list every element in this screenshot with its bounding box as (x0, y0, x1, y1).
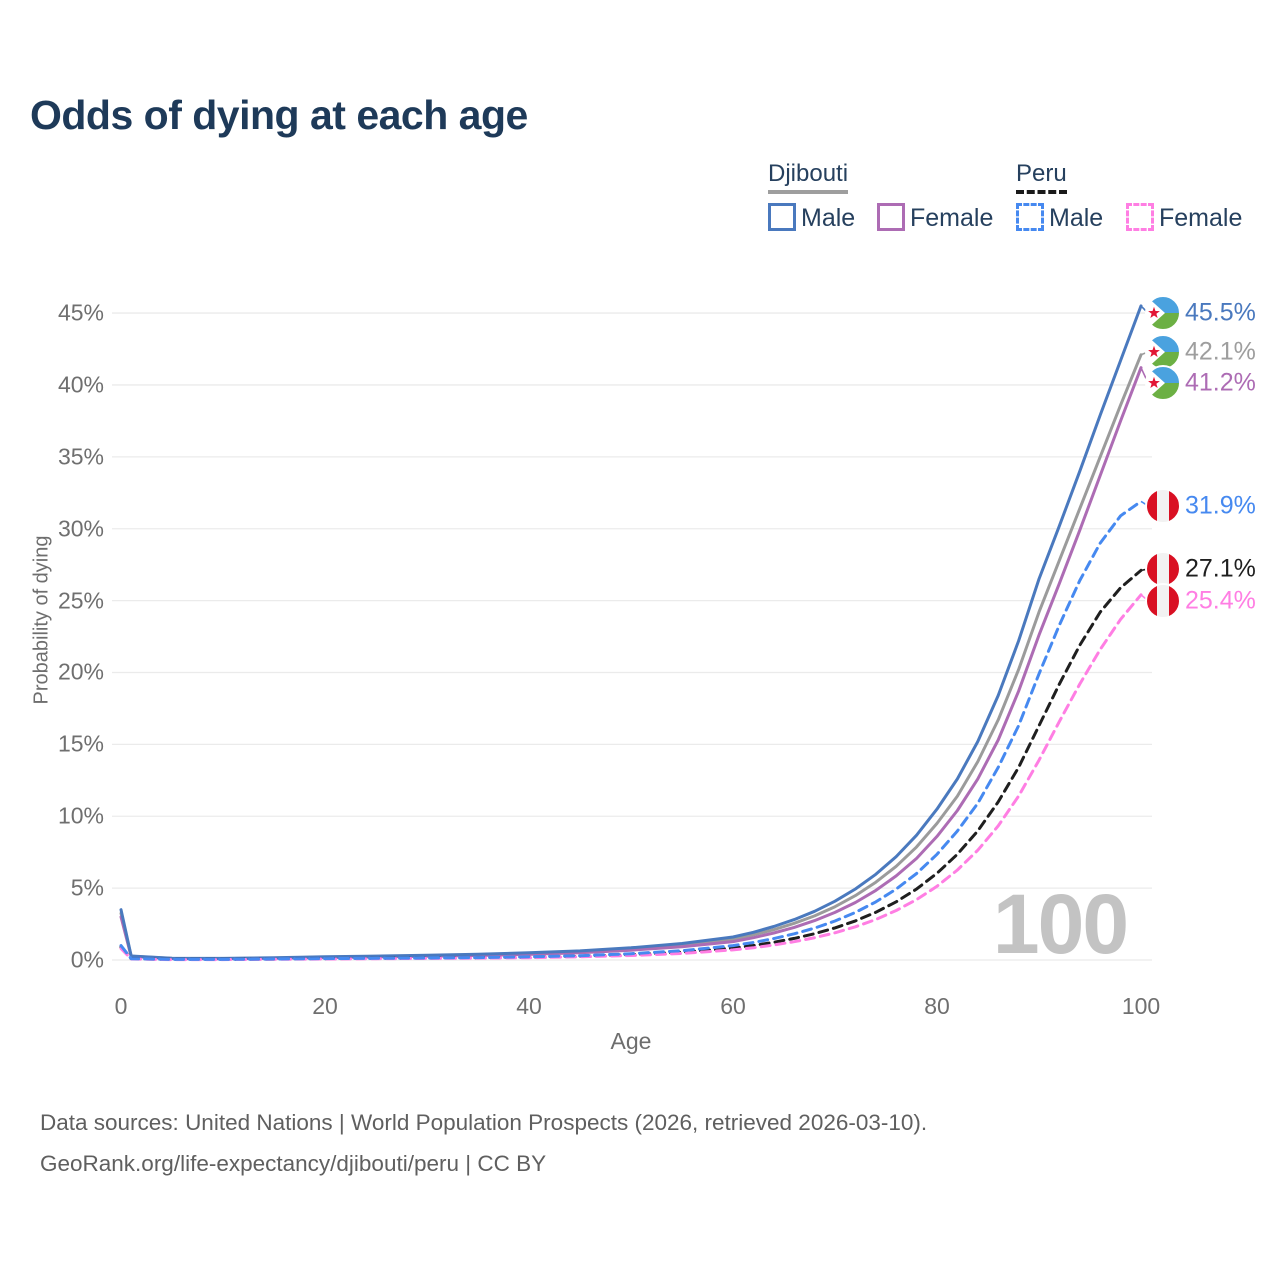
x-tick-label: 40 (516, 993, 542, 1019)
peru-flag-icon (1145, 487, 1181, 524)
age-watermark: 100 (992, 877, 1129, 971)
attribution-text: GeoRank.org/life-expectancy/djibouti/per… (40, 1151, 547, 1176)
data-sources-text: Data sources: United Nations | World Pop… (40, 1110, 928, 1135)
y-tick-label: 30% (57, 515, 104, 542)
djibouti-flag-badge (1145, 364, 1181, 401)
x-axis-title: Age (610, 1028, 652, 1054)
peru-flag-badge (1145, 582, 1181, 619)
djibouti-flag-icon (1145, 295, 1181, 332)
legend-swatch-peru-male[interactable] (1016, 203, 1044, 231)
line-peru-male[interactable] (119, 499, 1143, 961)
legend-group-djibouti[interactable]: Djibouti (768, 160, 849, 194)
djibouti-flag-badge (1145, 295, 1181, 332)
end-value-label-peru-male: 31.9% (1185, 491, 1256, 520)
legend-group-peru[interactable]: Peru (1016, 160, 1067, 194)
peru-flag-icon (1145, 550, 1181, 587)
y-tick-label: 15% (57, 730, 104, 757)
y-tick-label: 35% (57, 443, 104, 470)
end-value-label-djibouti: 42.1% (1185, 337, 1256, 366)
line-djibouti-male[interactable] (119, 304, 1143, 960)
legend-swatch-djibouti-male[interactable] (768, 203, 796, 231)
x-tick-label: 0 (114, 993, 128, 1019)
x-tick-label: 100 (1121, 993, 1161, 1019)
legend-item-peru-female[interactable]: Female (1159, 204, 1243, 232)
y-tick-label: 0% (70, 946, 104, 973)
djibouti-flag-icon (1145, 333, 1181, 370)
y-tick-label: 40% (57, 371, 104, 398)
page-title: Odds of dying at each age (30, 92, 528, 138)
x-tick-label: 60 (720, 993, 746, 1019)
djibouti-flag-badge (1145, 333, 1181, 370)
peru-flag-icon (1145, 582, 1181, 619)
y-tick-label: 10% (57, 802, 104, 829)
x-tick-label: 20 (312, 993, 338, 1019)
peru-flag-badge (1145, 550, 1181, 587)
legend-item-djibouti-female[interactable]: Female (910, 204, 994, 232)
djibouti-flag-icon (1145, 364, 1181, 401)
line-djibouti[interactable] (119, 353, 1143, 961)
end-value-label-peru-female: 25.4% (1185, 586, 1256, 615)
peru-flag-badge (1145, 487, 1181, 524)
legend-swatch-peru-female[interactable] (1126, 203, 1154, 231)
y-tick-label: 20% (57, 658, 104, 685)
legend-item-peru-male[interactable]: Male (1049, 204, 1104, 232)
legend-swatch-djibouti-female[interactable] (877, 203, 905, 231)
y-tick-label: 25% (57, 587, 104, 614)
legend-item-djibouti-male[interactable]: Male (801, 204, 856, 232)
legend-group-djibouti-label[interactable]: Djibouti (768, 160, 849, 194)
legend-group-peru-label[interactable]: Peru (1016, 160, 1067, 194)
y-tick-label: 45% (57, 299, 104, 326)
x-tick-label: 80 (924, 993, 950, 1019)
end-value-label-djibouti-male: 45.5% (1185, 298, 1256, 327)
line-peru-female[interactable] (119, 593, 1143, 962)
end-value-label-peru: 27.1% (1185, 554, 1256, 583)
end-value-label-djibouti-female: 41.2% (1185, 368, 1256, 397)
y-tick-label: 5% (70, 874, 104, 901)
